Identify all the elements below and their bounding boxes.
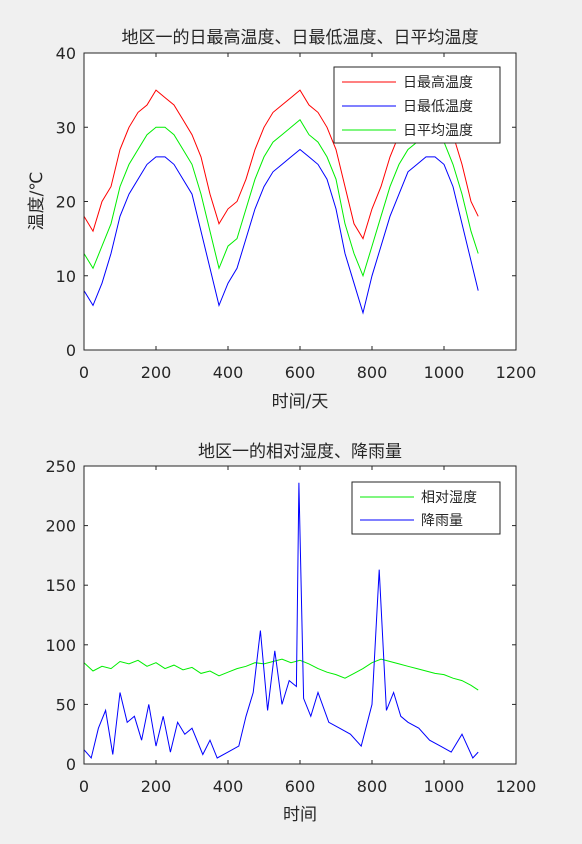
- chart-title: 地区一的相对湿度、降雨量: [198, 442, 402, 462]
- legend-label-avg: 日平均温度: [403, 123, 473, 139]
- series-group: [83, 482, 479, 760]
- x-tick-label: 800: [357, 363, 388, 382]
- legend: 日最高温度 日最低温度 日平均温度: [333, 66, 501, 144]
- x-tick-label: 1200: [496, 363, 537, 382]
- y-tick-label: 10: [56, 267, 76, 286]
- x-tick-label: 200: [141, 363, 172, 382]
- x-tick-label: 400: [213, 363, 244, 382]
- legend-label-humidity: 相对湿度: [421, 490, 477, 506]
- series-line-0: [83, 658, 479, 691]
- legend-box: [351, 481, 501, 535]
- legend-label-min: 日最低温度: [403, 99, 473, 115]
- x-tick-label: 0: [79, 363, 89, 382]
- series-line-2: [83, 119, 479, 278]
- legend: 相对湿度 降雨量: [351, 481, 501, 535]
- y-tick-label: 250: [45, 457, 76, 476]
- y-tick-label: 20: [56, 193, 76, 212]
- y-tick-label: 0: [66, 341, 76, 360]
- x-tick-label: 600: [285, 777, 316, 796]
- x-axis-label: 时间: [283, 805, 317, 825]
- humidity-rainfall-chart: 0 200 400 600 800 1000 1200 0 50 100 150 200 250 地区…: [45, 442, 536, 825]
- y-tick-label: 200: [45, 517, 76, 536]
- y-ticks: 0 50 100 150 200 250: [45, 457, 516, 774]
- legend-label-rainfall: 降雨量: [421, 513, 463, 529]
- y-tick-label: 0: [66, 755, 76, 774]
- y-ticks: 0 10 20 30 40: [56, 44, 516, 360]
- temperature-chart: 0 200 400 600 800 1000 1200 0 10 20 30 40 地区一的日最高温…: [27, 28, 536, 412]
- y-tick-label: 40: [56, 44, 76, 63]
- legend-label-max: 日最高温度: [403, 74, 473, 91]
- x-tick-label: 1000: [424, 363, 465, 382]
- y-tick-label: 50: [56, 695, 76, 714]
- x-tick-label: 800: [357, 777, 388, 796]
- x-tick-label: 1200: [496, 777, 537, 796]
- y-tick-label: 100: [45, 636, 76, 655]
- y-tick-label: 30: [56, 118, 76, 137]
- x-ticks: 0 200 400 600 800 1000 1200: [79, 466, 536, 796]
- series-line-1: [83, 148, 479, 315]
- series-line-1: [83, 482, 479, 760]
- y-tick-label: 150: [45, 576, 76, 595]
- x-tick-label: 0: [79, 777, 89, 796]
- x-tick-label: 200: [141, 777, 172, 796]
- x-axis-label: 时间/天: [272, 392, 329, 412]
- x-tick-label: 400: [213, 777, 244, 796]
- x-tick-label: 1000: [424, 777, 465, 796]
- chart-title: 地区一的日最高温度、日最低温度、日平均温度: [122, 28, 479, 48]
- x-tick-label: 600: [285, 363, 316, 382]
- y-axis-label: 温度/℃: [27, 172, 47, 231]
- x-ticks: 0 200 400 600 800 1000 1200: [79, 53, 536, 382]
